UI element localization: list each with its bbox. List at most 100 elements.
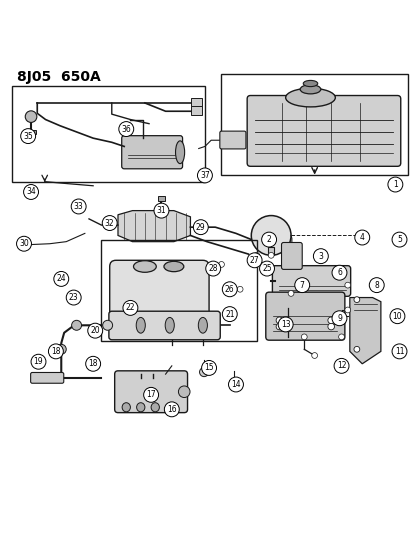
Text: 31: 31 [156,206,166,215]
Text: 9: 9 [336,314,341,323]
Text: 15: 15 [204,364,214,373]
Circle shape [85,357,100,372]
Text: 10: 10 [392,312,401,321]
Text: 1: 1 [392,180,397,189]
Circle shape [338,334,344,340]
Text: 19: 19 [33,357,43,366]
Circle shape [195,223,204,233]
Text: 16: 16 [166,405,176,414]
FancyBboxPatch shape [281,243,301,269]
Bar [191,106,201,115]
Text: 30: 30 [19,239,29,248]
Ellipse shape [167,403,176,412]
Text: 37: 37 [199,171,209,180]
Circle shape [353,346,359,352]
Circle shape [331,311,346,326]
Circle shape [353,297,359,303]
Text: 28: 28 [208,264,217,273]
Text: 13: 13 [280,320,290,329]
Circle shape [391,344,406,359]
Circle shape [123,301,138,316]
Circle shape [237,286,242,292]
Text: 29: 29 [195,223,205,232]
Circle shape [301,334,306,340]
Text: 8J05  650A: 8J05 650A [17,70,100,84]
Circle shape [354,230,369,245]
Text: 25: 25 [261,264,271,273]
Circle shape [251,215,290,255]
Text: 11: 11 [394,347,403,356]
Text: 12: 12 [336,361,345,370]
FancyBboxPatch shape [247,95,400,166]
Text: 22: 22 [126,303,135,312]
Circle shape [17,236,31,251]
Bar [158,196,164,201]
Circle shape [154,203,169,218]
Text: 26: 26 [224,285,234,294]
Circle shape [143,387,158,402]
FancyBboxPatch shape [121,136,182,169]
Text: 33: 33 [74,202,83,211]
Circle shape [48,344,63,359]
Text: 14: 14 [230,380,240,389]
Circle shape [56,344,66,354]
Ellipse shape [122,403,130,412]
Text: 18: 18 [51,347,60,356]
Circle shape [228,377,243,392]
Text: 2: 2 [266,235,271,244]
Ellipse shape [285,88,335,107]
Circle shape [253,253,259,258]
Circle shape [247,253,261,268]
Circle shape [313,249,328,264]
FancyBboxPatch shape [31,373,64,383]
Ellipse shape [136,403,145,412]
Circle shape [359,233,368,241]
Text: 17: 17 [146,390,156,399]
Circle shape [287,290,293,296]
Circle shape [164,402,179,417]
Circle shape [222,282,237,297]
Bar [101,240,256,341]
FancyBboxPatch shape [109,311,220,340]
Text: 36: 36 [121,125,131,134]
Bar [268,247,274,255]
Ellipse shape [151,403,159,412]
Ellipse shape [164,261,183,272]
Circle shape [392,313,401,321]
Circle shape [88,323,102,338]
Circle shape [327,317,334,324]
Ellipse shape [25,111,37,123]
Text: 7: 7 [299,281,304,289]
Circle shape [368,278,383,293]
Text: 35: 35 [23,132,33,141]
Text: 23: 23 [69,293,78,302]
Circle shape [31,354,46,369]
Circle shape [275,323,282,330]
Circle shape [71,320,81,330]
Circle shape [199,368,208,377]
Text: 20: 20 [90,326,100,335]
Circle shape [21,128,36,143]
Circle shape [261,232,276,247]
Circle shape [218,262,224,268]
Circle shape [66,290,81,305]
Text: 3: 3 [318,252,323,261]
Circle shape [24,184,38,199]
Circle shape [333,358,348,373]
Circle shape [311,353,317,358]
Ellipse shape [136,318,145,333]
Ellipse shape [175,141,184,164]
Ellipse shape [165,318,174,333]
Circle shape [71,199,86,214]
FancyBboxPatch shape [265,292,344,340]
Circle shape [391,232,406,247]
Circle shape [229,378,238,388]
Bar [26,130,36,134]
FancyBboxPatch shape [219,131,245,149]
Ellipse shape [133,261,156,272]
Bar [221,74,407,175]
Circle shape [201,360,216,375]
Circle shape [197,168,212,183]
Circle shape [278,317,292,332]
Polygon shape [349,297,380,364]
